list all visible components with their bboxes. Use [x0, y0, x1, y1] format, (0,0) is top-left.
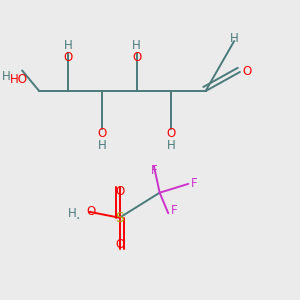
- Text: O: O: [242, 65, 252, 79]
- Text: F: F: [171, 204, 177, 217]
- Text: O: O: [86, 205, 95, 218]
- Text: HO: HO: [10, 73, 28, 86]
- Text: O: O: [98, 127, 107, 140]
- Text: O: O: [167, 127, 176, 140]
- Text: H: H: [230, 32, 239, 45]
- Text: H: H: [64, 39, 72, 52]
- Text: S: S: [115, 211, 124, 225]
- Text: O: O: [115, 238, 124, 251]
- Text: O: O: [115, 185, 124, 198]
- Text: F: F: [151, 164, 157, 177]
- Text: H: H: [167, 139, 176, 152]
- Text: .: .: [76, 208, 80, 222]
- Text: H: H: [98, 139, 107, 152]
- Text: F: F: [191, 177, 197, 190]
- Text: O: O: [63, 51, 73, 64]
- Text: H: H: [2, 70, 11, 83]
- Text: O: O: [132, 51, 141, 64]
- Text: H: H: [68, 207, 76, 220]
- Text: H: H: [132, 39, 141, 52]
